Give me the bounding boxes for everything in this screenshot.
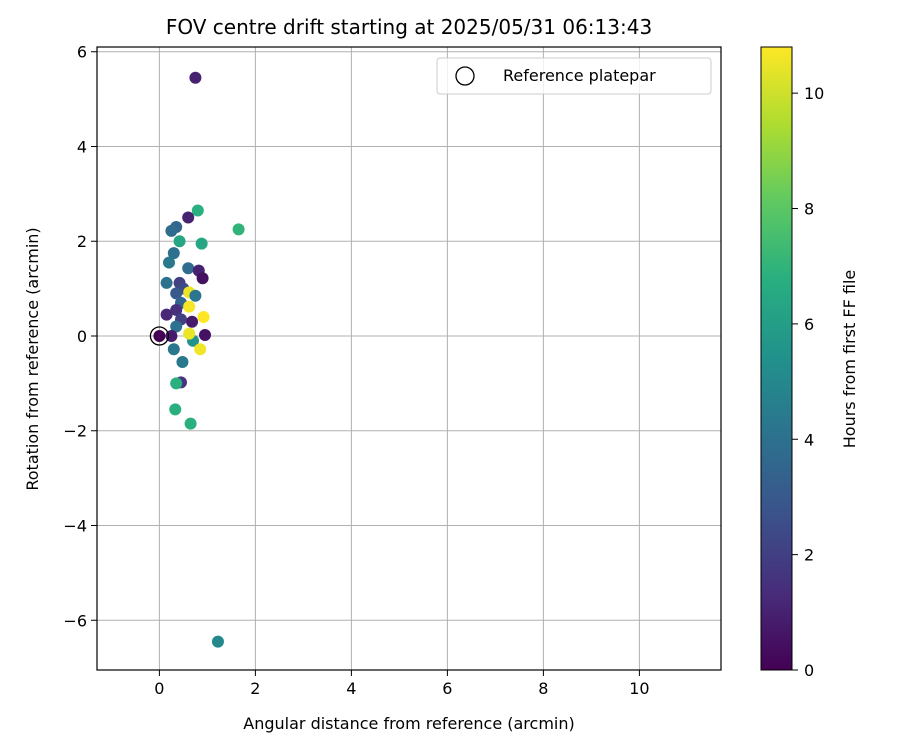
colorbar-tick-label: 0: [804, 661, 814, 680]
x-axis-label: Angular distance from reference (arcmin): [243, 714, 574, 733]
legend-open-circle-marker: [455, 66, 475, 86]
x-tick-label: 2: [250, 679, 260, 698]
scatter-point: [182, 262, 195, 275]
scatter-point: [197, 311, 210, 324]
scatter-point: [194, 343, 207, 356]
colorbar-tick-label: 10: [804, 84, 824, 103]
x-tick-label: 10: [629, 679, 649, 698]
scatter-point: [191, 204, 204, 217]
scatter-point: [196, 272, 209, 285]
y-axis-label: Rotation from reference (arcmin): [23, 227, 42, 490]
colorbar-tick-label: 4: [804, 430, 814, 449]
scatter-point: [176, 356, 189, 369]
scatter-point: [170, 320, 183, 333]
plot-frame: [96, 46, 722, 671]
scatter-point: [167, 247, 180, 260]
legend-label: Reference platepar: [503, 66, 656, 85]
colorbar-tick-label: 2: [804, 546, 814, 565]
y-tick-label: −6: [63, 611, 87, 630]
x-tick-label: 6: [442, 679, 452, 698]
scatter-point: [153, 329, 166, 342]
scatter-point: [189, 289, 202, 302]
grid-lines: [97, 47, 721, 670]
scatter-point: [163, 256, 175, 269]
scatter-point: [169, 403, 182, 416]
scatter-point: [170, 377, 183, 390]
scatter-point: [184, 417, 197, 430]
legend: Reference platepar: [436, 57, 712, 95]
scatter-point: [183, 300, 196, 313]
colorbar-ticks: 0 2 4 6 8 10: [792, 84, 824, 680]
chart-title: FOV centre drift starting at 2025/05/31 …: [166, 15, 652, 39]
reference-platepar-marker: [149, 326, 170, 346]
scatter-point: [186, 315, 199, 328]
scatter-point: [195, 237, 208, 250]
scatter-point: [170, 303, 183, 316]
y-tick-label: −2: [63, 422, 87, 441]
x-tick-label: 4: [346, 679, 356, 698]
x-tick-label: 0: [154, 679, 164, 698]
y-tick-label: 0: [77, 327, 87, 346]
scatter-point: [232, 223, 245, 236]
scatter-point: [160, 308, 173, 321]
colorbar-tick-label: 8: [804, 200, 814, 219]
scatter-point: [173, 235, 186, 248]
colorbar-tick-label: 6: [804, 315, 814, 334]
scatter-point: [167, 343, 180, 356]
data-points: [149, 71, 245, 648]
scatter-point: [165, 224, 178, 237]
colorbar-label: Hours from first FF file: [840, 270, 859, 449]
scatter-point: [170, 287, 183, 300]
colorbar: 0 2 4 6 8 10 Hours from first FF file: [760, 46, 859, 680]
legend-box: [436, 57, 712, 95]
y-tick-label: −4: [63, 517, 87, 536]
scatter-point: [189, 71, 202, 84]
y-tick-label: 2: [77, 232, 87, 251]
scatter-point: [183, 327, 196, 340]
y-tick-label: 6: [77, 43, 87, 62]
scatter-point: [199, 329, 211, 342]
scatter-point: [182, 211, 195, 224]
axis-ticks: 0 2 4 6 8 10 −6 −4 −2 0 2 4 6: [63, 43, 649, 698]
x-tick-label: 8: [538, 679, 548, 698]
y-tick-label: 4: [77, 137, 87, 156]
scatter-point: [211, 635, 224, 648]
colorbar-gradient: [760, 46, 793, 671]
scatter-point: [160, 276, 173, 289]
